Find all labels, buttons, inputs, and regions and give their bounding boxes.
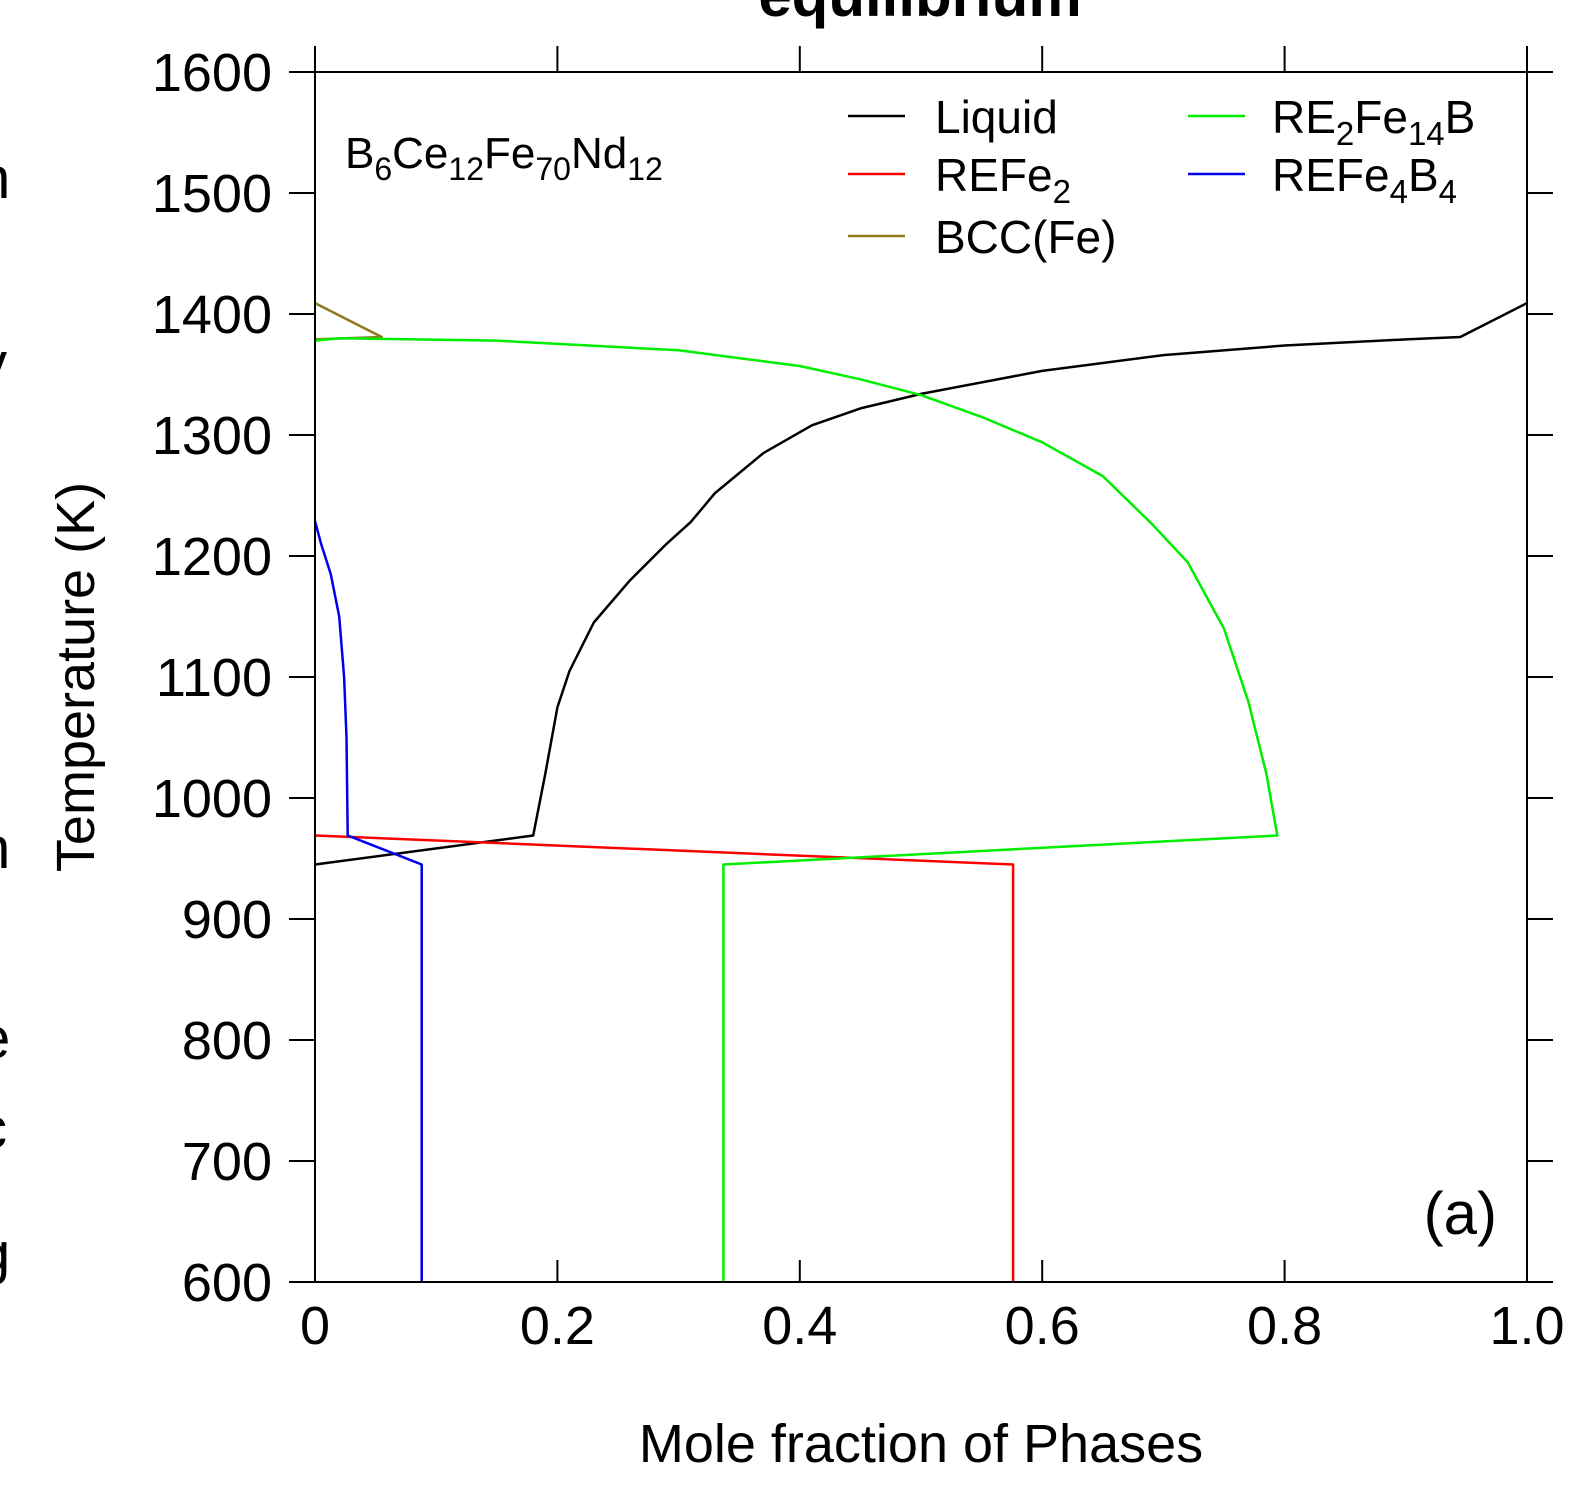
legend-label: Liquid: [935, 91, 1058, 143]
y-tick-label: 1400: [152, 285, 272, 345]
plot-frame: [314, 71, 1528, 1283]
series-line-refe4b4: [313, 520, 423, 1282]
legend-label: REFe2: [935, 149, 1071, 210]
y-tick-label: 1000: [152, 769, 272, 829]
x-tick-label: 0.8: [1247, 1296, 1322, 1356]
y-tick-label: 1500: [152, 164, 272, 224]
side-text-letter: n: [0, 150, 10, 208]
tick-marks: [289, 46, 1553, 1283]
y-tick-label: 700: [182, 1132, 272, 1192]
y-tick-label: 1200: [152, 527, 272, 587]
x-tick-label: 0.4: [762, 1296, 837, 1356]
side-text-letter: g: [0, 1225, 10, 1283]
x-tick-label: 0: [300, 1296, 330, 1356]
side-text-letter: c: [0, 1100, 7, 1158]
legend-label: BCC(Fe): [935, 211, 1116, 263]
y-tick-label: 1300: [152, 406, 272, 466]
series-lines: [313, 301, 1528, 1282]
series-line-re2fe14b: [314, 336, 1279, 1282]
legend-label: REFe4B4: [1272, 149, 1457, 210]
side-text-letter: n: [0, 820, 10, 878]
panel-label: (a): [1424, 1180, 1497, 1247]
x-axis-title: Mole fraction of Phases: [639, 1414, 1203, 1474]
y-tick-label: 600: [182, 1253, 272, 1313]
x-tick-labels: 0 0.2 0.4 0.6 0.8 1.0: [300, 1296, 1565, 1356]
chart-title: equilibrium: [758, 0, 1081, 29]
y-tick-label: 800: [182, 1011, 272, 1071]
y-tick-label: 900: [182, 890, 272, 950]
side-text-letter: y: [0, 335, 7, 393]
series-line-refe2: [314, 834, 1015, 1282]
legend-label: RE2Fe14B: [1272, 91, 1475, 152]
side-text-letter: e: [0, 1010, 10, 1068]
x-tick-label: 1.0: [1489, 1296, 1564, 1356]
x-tick-label: 0.2: [520, 1296, 595, 1356]
series-line-bcc-fe-: [314, 301, 383, 341]
y-tick-label: 1600: [152, 43, 272, 103]
y-tick-labels: 600 700 800 900 1000 1100 1200 1300 1400 1500 1600: [152, 43, 272, 1313]
series-line-liquid: [314, 301, 1528, 866]
composition-label: B6Ce12Fe70Nd12: [345, 129, 663, 187]
y-axis-title: Temperature (K): [46, 482, 106, 872]
x-tick-label: 0.6: [1005, 1296, 1080, 1356]
y-tick-label: 1100: [156, 648, 272, 708]
